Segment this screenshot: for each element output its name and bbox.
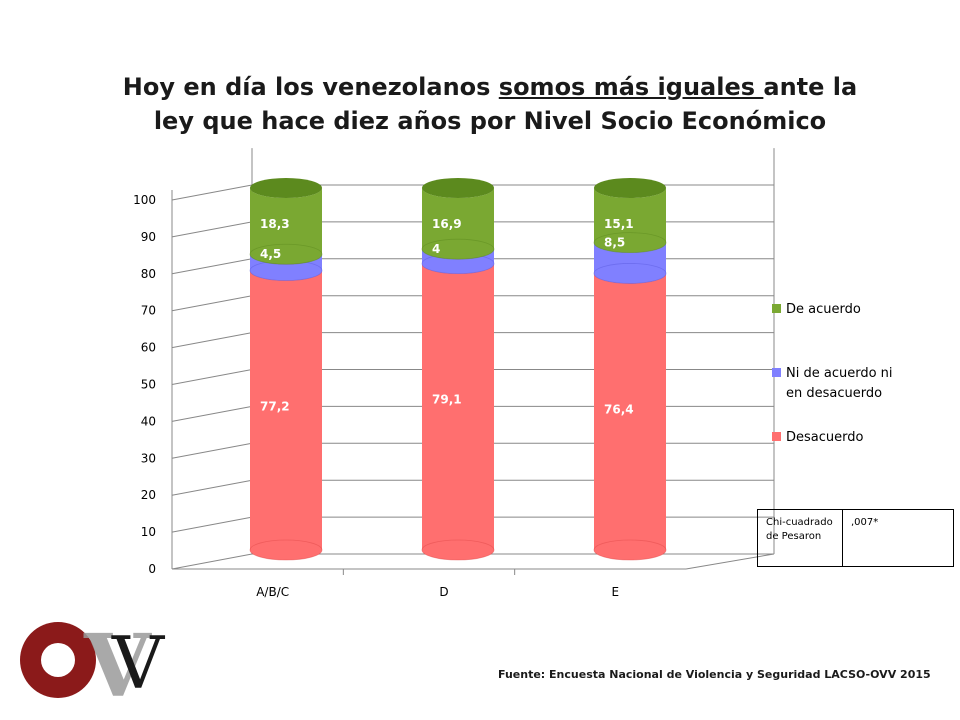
- bar-segment-edge: [421, 539, 495, 561]
- data-label: 4,5: [260, 247, 281, 261]
- bar-segment-edge: [421, 238, 495, 260]
- data-label: 4: [432, 242, 440, 256]
- title-part-2: ante la ley que hace diez años por Nivel…: [153, 73, 858, 135]
- y-tick-label: 10: [141, 525, 156, 539]
- y-tick-label: 40: [141, 414, 156, 428]
- side-gridline: [171, 479, 253, 496]
- chart-title: Hoy en día los venezolanos somos más igu…: [110, 70, 870, 138]
- bar-segment: [422, 263, 494, 560]
- side-gridline: [171, 332, 253, 349]
- side-gridline: [171, 442, 253, 459]
- data-label: 18,3: [260, 217, 290, 231]
- bar-segment: [250, 270, 322, 560]
- x-tick-label: E: [612, 585, 620, 599]
- y-tick-label: 90: [141, 230, 156, 244]
- legend-item-desacuerdo: Desacuerdo: [772, 428, 863, 448]
- y-tick-label: 80: [141, 267, 156, 281]
- x-tick-label: A/B/C: [256, 585, 289, 599]
- bar-segment-edge: [593, 539, 667, 561]
- legend-swatch-de-acuerdo: [772, 304, 781, 313]
- side-gridline: [171, 184, 253, 201]
- data-label: 79,1: [432, 393, 462, 407]
- y-tick-label: 30: [141, 451, 156, 465]
- bar-segment-edge: [249, 539, 323, 561]
- bar-segment: [422, 188, 494, 260]
- side-gridline: [171, 553, 253, 570]
- data-label: 76,4: [604, 402, 634, 416]
- bar-segment-edge: [593, 263, 667, 284]
- bar-segment: [594, 273, 666, 560]
- data-label: 8,5: [604, 236, 625, 250]
- legend-swatch-desacuerdo: [772, 432, 781, 441]
- chi-square-label: Chi-cuadrado de Pesaron: [758, 510, 843, 566]
- side-gridline: [171, 295, 253, 312]
- bar-segment-top: [422, 178, 494, 198]
- legend-swatch-ni-de-acuerdo: [772, 368, 781, 377]
- chi-square-table: Chi-cuadrado de Pesaron ,007*: [757, 509, 954, 567]
- y-tick-label: 0: [148, 562, 156, 576]
- svg-text:V: V: [111, 621, 166, 702]
- side-gridline: [171, 258, 253, 275]
- chi-square-value: ,007*: [851, 517, 879, 528]
- ovv-logo: V V: [20, 618, 166, 702]
- bar-segment-top: [250, 178, 322, 198]
- floor-right-edge: [685, 553, 775, 570]
- y-tick-label: 100: [133, 193, 156, 207]
- y-tick-label: 20: [141, 488, 156, 502]
- data-label: 77,2: [260, 400, 290, 414]
- legend-label-ni-de-acuerdo: Ni de acuerdo ni en desacuerdo: [786, 366, 893, 401]
- legend-label-desacuerdo: Desacuerdo: [786, 430, 864, 445]
- bar-segment-top: [594, 178, 666, 198]
- y-tick-label: 70: [141, 304, 156, 318]
- title-underlined: somos más iguales: [498, 73, 764, 101]
- bar-segment-edge: [593, 232, 667, 254]
- bar-segment: [250, 254, 322, 281]
- legend-item-ni-de-acuerdo: Ni de acuerdo ni en desacuerdo: [772, 364, 902, 404]
- data-label: 16,9: [432, 217, 462, 231]
- legend-item-de-acuerdo: De acuerdo: [772, 300, 861, 320]
- side-gridline: [171, 405, 253, 422]
- title-part-1: Hoy en día los venezolanos: [122, 73, 499, 101]
- legend-label-de-acuerdo: De acuerdo: [786, 302, 861, 317]
- svg-text:V: V: [83, 618, 152, 702]
- bar-segment: [422, 249, 494, 274]
- bar-segment: [594, 188, 666, 253]
- bar-segment-edge: [249, 243, 323, 265]
- data-label: 15,1: [604, 217, 634, 231]
- x-tick-label: D: [439, 585, 448, 599]
- y-tick-label: 60: [141, 341, 156, 355]
- y-tick-label: 50: [141, 378, 156, 392]
- side-gridline: [171, 221, 253, 238]
- side-gridline: [171, 369, 253, 385]
- side-gridline: [171, 516, 253, 533]
- source-note: Fuente: Encuesta Nacional de Violencia y…: [498, 668, 931, 681]
